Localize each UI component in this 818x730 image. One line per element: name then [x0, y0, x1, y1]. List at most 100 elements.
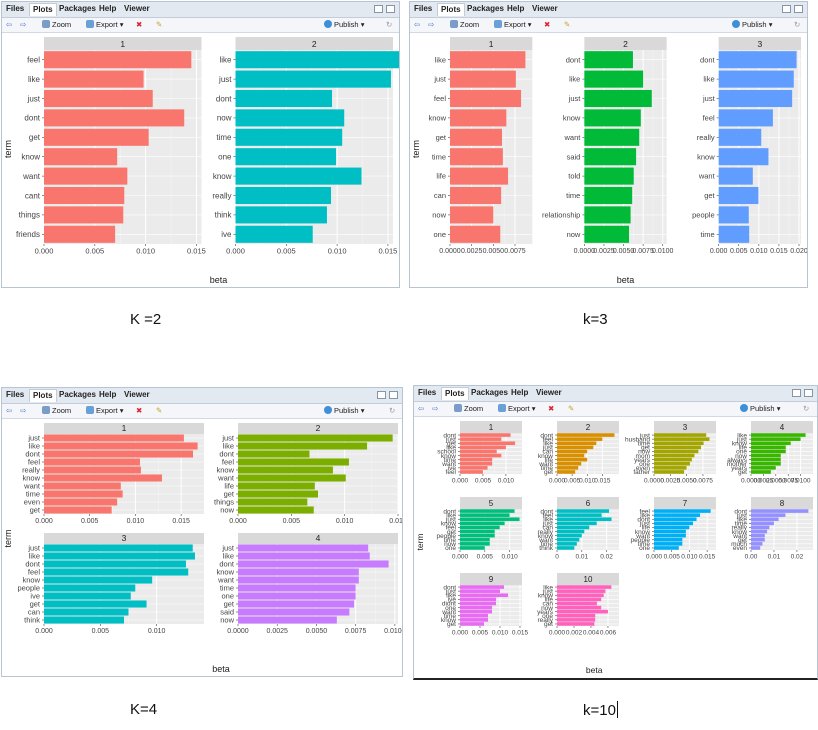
term-label: now: [567, 230, 581, 239]
forward-arrow-icon[interactable]: ⇨: [432, 404, 439, 413]
facet-strip-label: 2: [623, 39, 628, 49]
publish-icon: [324, 20, 332, 28]
forward-arrow-icon[interactable]: ⇨: [428, 20, 435, 29]
minimize-icon[interactable]: [377, 391, 386, 399]
tab-files[interactable]: Files: [6, 390, 25, 399]
publish-button[interactable]: Publish ▾: [324, 406, 364, 415]
term-label: dont: [734, 508, 747, 515]
x-tick-label: 0.010: [148, 628, 166, 635]
bar: [654, 525, 690, 530]
refresh-icon[interactable]: ↻: [389, 406, 396, 415]
minimize-icon[interactable]: [782, 5, 791, 13]
remove-plot-icon[interactable]: ✖: [136, 20, 143, 29]
publish-button[interactable]: Publish ▾: [740, 404, 780, 413]
tab-viewer[interactable]: Viewer: [124, 390, 150, 399]
tab-packages[interactable]: Packages: [471, 388, 508, 397]
broom-icon[interactable]: ✎: [156, 20, 163, 29]
publish-label: Publish: [334, 406, 359, 415]
zoom-button[interactable]: Zoom: [450, 20, 479, 29]
tab-plots[interactable]: Plots: [441, 387, 469, 400]
zoom-button[interactable]: Zoom: [42, 20, 71, 29]
remove-plot-icon[interactable]: ✖: [548, 404, 555, 413]
term-label: now: [220, 616, 234, 625]
bar: [654, 461, 690, 466]
broom-icon[interactable]: ✎: [568, 404, 575, 413]
broom-icon[interactable]: ✎: [564, 20, 571, 29]
facet-strip-label: 5: [489, 499, 494, 508]
tab-plots[interactable]: Plots: [437, 3, 465, 16]
bar: [44, 552, 195, 560]
zoom-button[interactable]: Zoom: [454, 404, 483, 413]
bar: [235, 186, 332, 205]
maximize-icon[interactable]: [794, 5, 803, 13]
export-button[interactable]: Export ▾: [494, 20, 532, 29]
bar: [460, 466, 488, 470]
facet-2: 2 dont like just know want said told time relatio…: [542, 37, 674, 255]
forward-arrow-icon[interactable]: ⇨: [20, 406, 27, 415]
x-tick-label: 0.005: [92, 628, 110, 635]
term-label: just: [445, 588, 456, 595]
bar: [44, 592, 131, 600]
x-tick-label: 0.0025: [753, 478, 773, 485]
tab-files[interactable]: Files: [6, 4, 25, 13]
bar: [584, 51, 633, 69]
export-button[interactable]: Export ▾: [498, 404, 536, 413]
term-label: like: [223, 442, 234, 451]
term-label: want: [635, 533, 650, 540]
tab-packages[interactable]: Packages: [59, 4, 96, 13]
zoom-button[interactable]: Zoom: [42, 406, 71, 415]
tab-packages[interactable]: Packages: [59, 390, 96, 399]
bar: [44, 225, 116, 243]
export-button[interactable]: Export ▾: [86, 406, 124, 415]
refresh-icon[interactable]: ↻: [386, 20, 393, 29]
term-label: think: [24, 616, 40, 625]
back-arrow-icon[interactable]: ⇦: [414, 20, 421, 29]
x-tick-label: 0.010: [750, 248, 768, 255]
bar: [718, 51, 797, 69]
term-label: feel: [434, 94, 446, 103]
maximize-icon[interactable]: [386, 5, 395, 13]
refresh-icon[interactable]: ↻: [794, 20, 801, 29]
maximize-icon[interactable]: [389, 391, 398, 399]
remove-plot-icon[interactable]: ✖: [544, 20, 551, 29]
tab-files[interactable]: Files: [418, 388, 437, 397]
x-tick-label: 0.010: [492, 630, 509, 637]
term-label: even: [24, 498, 40, 507]
tab-viewer[interactable]: Viewer: [124, 4, 150, 13]
tab-packages[interactable]: Packages: [467, 4, 504, 13]
tab-files[interactable]: Files: [414, 4, 433, 13]
back-arrow-icon[interactable]: ⇦: [6, 20, 13, 29]
forward-arrow-icon[interactable]: ⇨: [20, 20, 27, 29]
publish-button[interactable]: Publish ▾: [732, 20, 772, 29]
maximize-icon[interactable]: [804, 389, 813, 397]
tab-plots[interactable]: Plots: [29, 3, 57, 16]
back-arrow-icon[interactable]: ⇦: [418, 404, 425, 413]
tab-plots[interactable]: Plots: [29, 389, 57, 402]
tab-viewer[interactable]: Viewer: [536, 388, 562, 397]
refresh-icon[interactable]: ↻: [803, 404, 810, 413]
tab-help[interactable]: Help: [99, 4, 117, 13]
bar: [557, 593, 604, 598]
minimize-icon[interactable]: [374, 5, 383, 13]
tab-help[interactable]: Help: [511, 388, 529, 397]
x-tick-label: 0.000: [549, 478, 566, 485]
remove-plot-icon[interactable]: ✖: [136, 406, 143, 415]
bar: [557, 605, 602, 610]
minimize-icon[interactable]: [792, 389, 801, 397]
caption-k4: K=4: [130, 701, 158, 718]
bar: [718, 206, 749, 224]
publish-button[interactable]: Publish ▾: [324, 20, 364, 29]
export-button[interactable]: Export ▾: [86, 20, 124, 29]
tab-help[interactable]: Help: [99, 390, 117, 399]
x-tick-label: 0.010: [498, 478, 515, 485]
bar: [238, 458, 349, 466]
tab-viewer[interactable]: Viewer: [532, 4, 558, 13]
x-axis-title: beta: [210, 275, 228, 285]
tab-help[interactable]: Help: [507, 4, 525, 13]
x-tick-label: 0.0000: [439, 248, 461, 255]
back-arrow-icon[interactable]: ⇦: [6, 406, 13, 415]
term-label: feel: [28, 458, 40, 467]
bar: [751, 509, 809, 513]
bar: [235, 51, 399, 69]
broom-icon[interactable]: ✎: [156, 406, 163, 415]
